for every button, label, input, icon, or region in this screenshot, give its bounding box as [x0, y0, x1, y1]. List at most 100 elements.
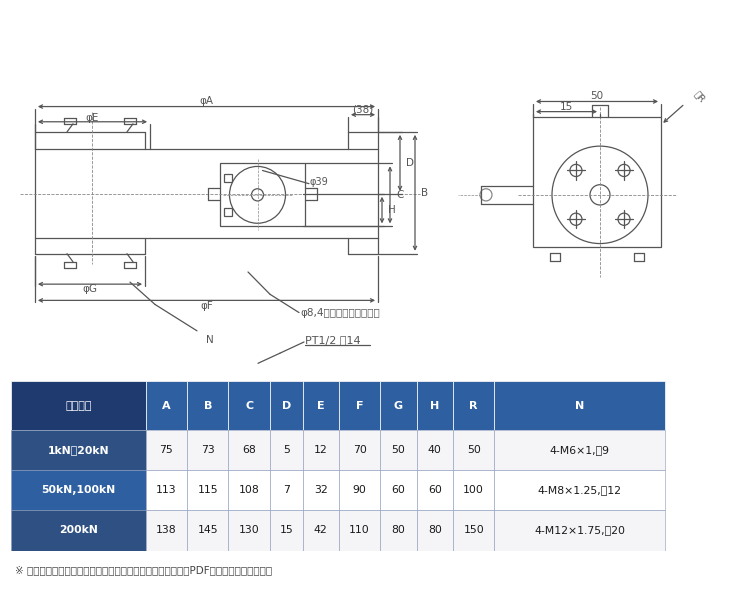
- Text: 50kN,100kN: 50kN,100kN: [41, 485, 115, 495]
- Bar: [380, 470, 416, 510]
- Text: 50: 50: [590, 91, 604, 101]
- Text: C: C: [245, 401, 253, 411]
- Text: 90: 90: [353, 485, 366, 495]
- Text: B: B: [421, 188, 428, 198]
- Bar: [187, 470, 228, 510]
- Text: 50: 50: [392, 445, 405, 455]
- Bar: [145, 470, 187, 510]
- Text: G: G: [394, 401, 403, 411]
- Text: 100: 100: [463, 485, 484, 495]
- Text: 70: 70: [353, 445, 366, 455]
- FancyBboxPatch shape: [453, 381, 494, 430]
- Text: 108: 108: [239, 485, 260, 495]
- Bar: [339, 430, 380, 470]
- Bar: [228, 470, 270, 510]
- Bar: [303, 430, 339, 470]
- Text: 15: 15: [279, 526, 293, 535]
- Bar: [453, 470, 494, 510]
- Bar: [453, 430, 494, 470]
- Bar: [416, 510, 453, 551]
- Text: 130: 130: [239, 526, 260, 535]
- Bar: [270, 510, 303, 551]
- Bar: [494, 470, 665, 510]
- Text: E: E: [317, 401, 324, 411]
- Bar: [453, 510, 494, 551]
- Bar: [533, 117, 661, 247]
- Text: φE: φE: [86, 113, 99, 123]
- Bar: [494, 430, 665, 470]
- Bar: [228, 510, 270, 551]
- Bar: [187, 430, 228, 470]
- Text: R: R: [470, 401, 478, 411]
- Text: 15: 15: [560, 101, 573, 111]
- Text: 5: 5: [283, 445, 290, 455]
- Text: 半R: 半R: [692, 89, 706, 104]
- Text: H: H: [430, 401, 440, 411]
- FancyBboxPatch shape: [145, 381, 187, 430]
- Text: H: H: [388, 205, 395, 215]
- Text: 40: 40: [428, 445, 442, 455]
- Text: 145: 145: [198, 526, 218, 535]
- Text: 200kN: 200kN: [59, 526, 98, 535]
- Bar: [339, 470, 380, 510]
- Bar: [11, 510, 145, 551]
- Text: 60: 60: [392, 485, 405, 495]
- Bar: [494, 510, 665, 551]
- Text: ※ 上記の「定格容量」の容量をクリックして頂くと容量別にPDFで図が表示されます。: ※ 上記の「定格容量」の容量をクリックして頂くと容量別にPDFで図が表示されます…: [15, 566, 272, 576]
- Text: 4-M8×1.25,淹12: 4-M8×1.25,淹12: [538, 485, 622, 495]
- Text: N: N: [206, 335, 214, 345]
- Text: B: B: [204, 401, 212, 411]
- Text: 4-M6×1,淹9: 4-M6×1,淹9: [550, 445, 610, 455]
- FancyBboxPatch shape: [380, 381, 416, 430]
- Bar: [303, 510, 339, 551]
- FancyBboxPatch shape: [187, 381, 228, 430]
- Text: 60: 60: [428, 485, 442, 495]
- Text: D: D: [282, 401, 291, 411]
- Text: 115: 115: [198, 485, 218, 495]
- Bar: [224, 173, 232, 182]
- Text: F: F: [356, 401, 363, 411]
- Bar: [380, 510, 416, 551]
- Text: 1kN～20kN: 1kN～20kN: [48, 445, 109, 455]
- Text: φG: φG: [82, 284, 97, 294]
- Bar: [270, 430, 303, 470]
- Text: 68: 68: [242, 445, 256, 455]
- FancyBboxPatch shape: [228, 381, 270, 430]
- FancyBboxPatch shape: [494, 381, 665, 430]
- Text: 7: 7: [283, 485, 290, 495]
- Text: 80: 80: [392, 526, 405, 535]
- Text: C: C: [396, 190, 404, 200]
- Bar: [145, 510, 187, 551]
- Bar: [339, 510, 380, 551]
- FancyBboxPatch shape: [270, 381, 303, 430]
- Text: D: D: [406, 158, 414, 168]
- Text: φ39: φ39: [310, 176, 329, 187]
- Text: 4-M12×1.75,淹20: 4-M12×1.75,淹20: [534, 526, 625, 535]
- Bar: [303, 470, 339, 510]
- Text: 75: 75: [160, 445, 173, 455]
- Text: 73: 73: [201, 445, 215, 455]
- Bar: [11, 430, 145, 470]
- Bar: [224, 208, 232, 216]
- Text: (38): (38): [352, 105, 374, 114]
- FancyBboxPatch shape: [11, 381, 145, 430]
- Text: φ8,4芯シールドケーブル: φ8,4芯シールドケーブル: [300, 308, 380, 318]
- Bar: [380, 430, 416, 470]
- Bar: [416, 430, 453, 470]
- Text: 32: 32: [314, 485, 327, 495]
- Text: 150: 150: [464, 526, 484, 535]
- Bar: [145, 430, 187, 470]
- Text: PT1/2 少14: PT1/2 少14: [305, 335, 360, 345]
- Text: φF: φF: [200, 302, 213, 312]
- Text: 110: 110: [349, 526, 370, 535]
- Text: 定格容量: 定格容量: [65, 401, 91, 411]
- Bar: [187, 510, 228, 551]
- Text: N: N: [575, 401, 584, 411]
- Bar: [11, 470, 145, 510]
- Text: 138: 138: [156, 526, 177, 535]
- Text: 50: 50: [467, 445, 481, 455]
- Bar: [220, 163, 305, 226]
- Text: 42: 42: [314, 526, 327, 535]
- Text: φA: φA: [199, 97, 213, 107]
- Bar: [416, 470, 453, 510]
